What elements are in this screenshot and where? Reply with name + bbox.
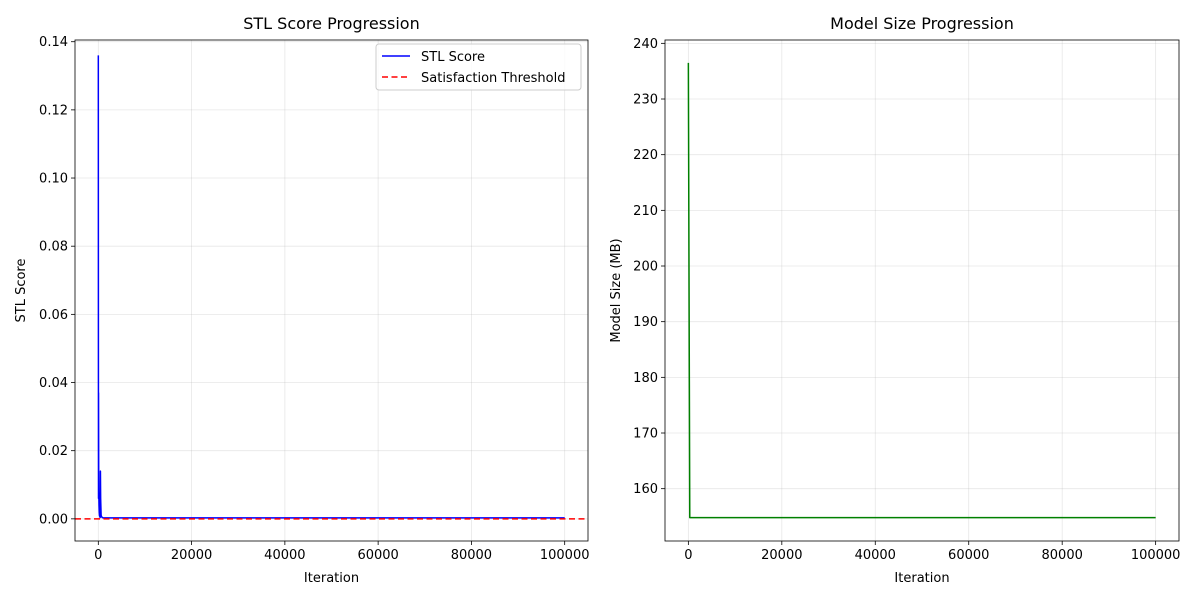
size-y-tick-label: 160 <box>633 482 658 497</box>
size-y-axis-label: Model Size (MB) <box>609 238 624 342</box>
stl-x-tick-label: 60000 <box>357 548 398 563</box>
stl-y-tick-label: 0.00 <box>39 512 68 527</box>
stl-x-tick-label: 0 <box>94 548 102 563</box>
size-y-tick-label: 190 <box>633 315 658 330</box>
stl-legend-box <box>375 43 582 91</box>
stl-y-tick-label: 0.06 <box>39 308 68 323</box>
stl-axes-frame <box>74 39 589 542</box>
size-x-tick-label: 60000 <box>948 548 989 563</box>
stl-y-tick-label: 0.04 <box>39 376 68 391</box>
stl-y-tick-label: 0.12 <box>39 103 68 118</box>
size-x-tick-label: 0 <box>684 548 692 563</box>
size-y-tick-label: 220 <box>633 148 658 163</box>
stl-legend-label-threshold: Satisfaction Threshold <box>421 71 566 86</box>
size-y-tick-label: 240 <box>633 37 658 52</box>
size-series-line <box>687 62 1156 519</box>
size-x-tick-label: 40000 <box>855 548 896 563</box>
size-y-tick-label: 170 <box>633 427 658 442</box>
size-x-tick-label: 80000 <box>1042 548 1083 563</box>
stl-legend: STL Score Satisfaction Threshold <box>375 43 582 91</box>
stl-score-chart: 0 20000 40000 60000 80000 100000 0.00 0.02 0.04 0… <box>14 14 590 586</box>
stl-y-tick-label: 0.14 <box>39 35 68 50</box>
size-axes-frame <box>664 39 1180 542</box>
size-y-tick-label: 200 <box>633 260 658 275</box>
stl-x-tick-label: 20000 <box>171 548 212 563</box>
size-y-tick-label: 210 <box>633 204 658 219</box>
size-x-axis-label: Iteration <box>894 571 949 586</box>
stl-x-axis-label: Iteration <box>304 571 359 586</box>
size-y-tick-label: 180 <box>633 371 658 386</box>
stl-x-tick-label: 40000 <box>264 548 305 563</box>
stl-series-line <box>97 55 565 519</box>
stl-y-axis-label: STL Score <box>14 259 29 323</box>
size-x-tick-label: 20000 <box>761 548 802 563</box>
stl-y-tick-label: 0.08 <box>39 240 68 255</box>
stl-y-tick-label: 0.10 <box>39 172 68 187</box>
stl-chart-title: STL Score Progression <box>243 14 419 33</box>
size-x-tick-label: 100000 <box>1131 548 1181 563</box>
stl-legend-label-score: STL Score <box>421 50 485 65</box>
stl-x-tick-label: 100000 <box>540 548 590 563</box>
size-chart-title: Model Size Progression <box>830 14 1014 33</box>
stl-y-tick-label: 0.02 <box>39 444 68 459</box>
model-size-chart: 0 20000 40000 60000 80000 100000 160 170 180 190 2… <box>609 14 1180 586</box>
size-y-tick-label: 230 <box>633 93 658 108</box>
stl-x-tick-label: 80000 <box>451 548 492 563</box>
